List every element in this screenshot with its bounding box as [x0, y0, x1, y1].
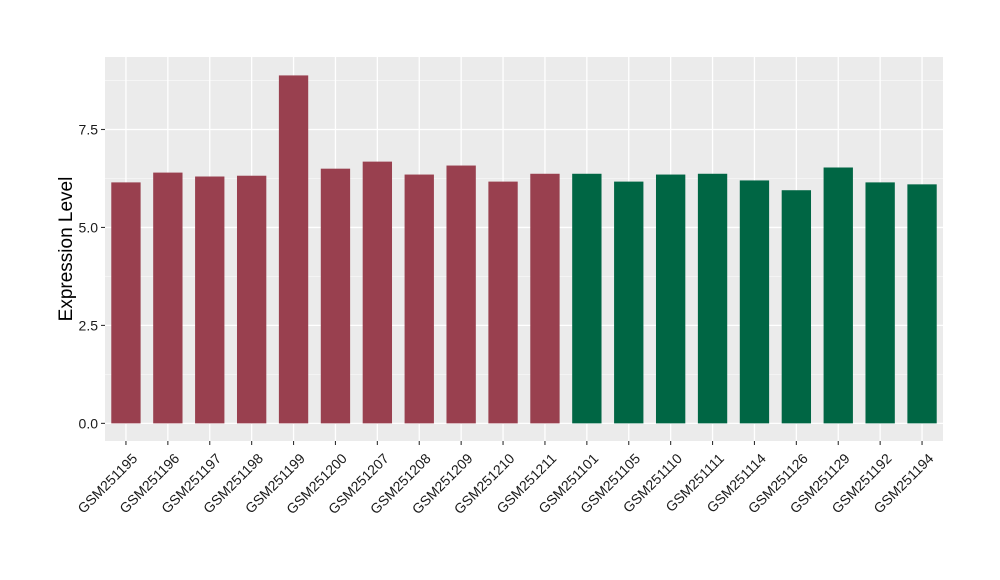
- bar-GSM251105: [614, 181, 644, 424]
- bars: [111, 75, 937, 424]
- bar-GSM251101: [572, 173, 602, 424]
- bar-GSM251110: [655, 174, 686, 424]
- bar-GSM251199: [278, 75, 309, 424]
- bar-GSM251200: [320, 168, 351, 424]
- bar-GSM251208: [404, 174, 434, 424]
- bar-GSM251126: [781, 190, 812, 424]
- x-axis: GSM251195GSM251196GSM251197GSM251198GSM2…: [74, 441, 937, 517]
- bar-GSM251196: [153, 172, 183, 424]
- bar-GSM251197: [195, 176, 225, 424]
- bar-GSM251195: [111, 182, 141, 424]
- bar-GSM251211: [530, 173, 560, 424]
- bar-GSM251198: [236, 175, 267, 424]
- bar-GSM251111: [697, 173, 728, 424]
- bar-GSM251129: [823, 167, 853, 424]
- bar-GSM251209: [446, 165, 476, 424]
- y-tick-label: 2.5: [79, 317, 99, 333]
- bar-GSM251210: [488, 181, 518, 424]
- bar-GSM251207: [362, 161, 393, 424]
- plot-panel: [105, 57, 943, 441]
- y-axis: 0.0 2.5 5.0 7.5: [79, 121, 105, 431]
- y-tick-label: 7.5: [79, 121, 99, 137]
- bar-GSM251192: [865, 182, 895, 424]
- bar-GSM251194: [907, 184, 937, 424]
- y-axis-title: Expression Level: [56, 177, 77, 322]
- y-tick-label: 5.0: [79, 219, 99, 235]
- bar-GSM251114: [739, 180, 770, 424]
- y-tick-label: 0.0: [79, 415, 99, 431]
